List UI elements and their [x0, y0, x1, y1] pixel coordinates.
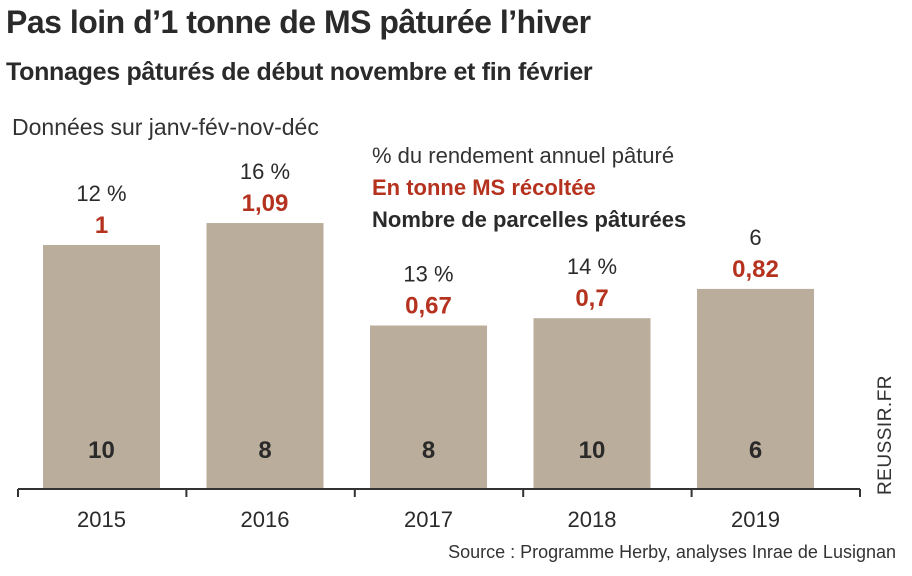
x-tick-label-2015: 2015: [77, 507, 126, 532]
percent-label-2019: 6: [749, 225, 761, 250]
legend-parcels: Nombre de parcelles pâturées: [372, 207, 687, 232]
x-tick-label-2019: 2019: [731, 507, 780, 532]
tonnage-label-2019: 0,82: [732, 256, 779, 283]
bar-2017: [370, 325, 487, 489]
chart-title: Pas loin d’1 tonne de MS pâturée l’hiver: [6, 4, 591, 40]
x-tick-label-2018: 2018: [568, 507, 617, 532]
bar-2019: [697, 288, 814, 489]
legend: % du rendement annuel pâturé En tonne MS…: [372, 140, 686, 236]
bar-2018: [533, 318, 651, 489]
watermark: REUSSIR.FR: [875, 370, 896, 500]
parcel-count-2017: 8: [422, 437, 435, 464]
tonnage-label-2016: 1,09: [242, 190, 289, 217]
bar-2016: [206, 223, 324, 490]
percent-label-2016: 16 %: [240, 159, 290, 184]
parcel-count-2016: 8: [258, 437, 271, 464]
percent-label-2015: 12 %: [76, 181, 126, 206]
source-note: Source : Programme Herby, analyses Inrae…: [448, 542, 896, 562]
percent-label-2017: 13 %: [403, 262, 453, 287]
data-period-note: Données sur janv-fév-nov-déc: [12, 114, 319, 140]
percent-label-2018: 14 %: [567, 254, 617, 279]
tonnage-label-2015: 1: [95, 212, 108, 239]
x-tick-label-2016: 2016: [241, 507, 290, 532]
parcel-count-2019: 6: [749, 437, 762, 464]
parcel-count-2015: 10: [88, 437, 115, 464]
x-tick-label-2017: 2017: [404, 507, 453, 532]
watermark-text: REUSSIR.FR: [875, 374, 896, 496]
legend-percent: % du rendement annuel pâturé: [372, 143, 675, 168]
tonnage-label-2017: 0,67: [405, 293, 452, 320]
chart-subtitle: Tonnages pâturés de début novembre et fi…: [6, 58, 593, 86]
bar-2015: [43, 245, 160, 489]
parcel-count-2018: 10: [579, 437, 606, 464]
tonnage-label-2018: 0,7: [575, 285, 608, 312]
legend-tonnage: En tonne MS récoltée: [372, 175, 596, 200]
